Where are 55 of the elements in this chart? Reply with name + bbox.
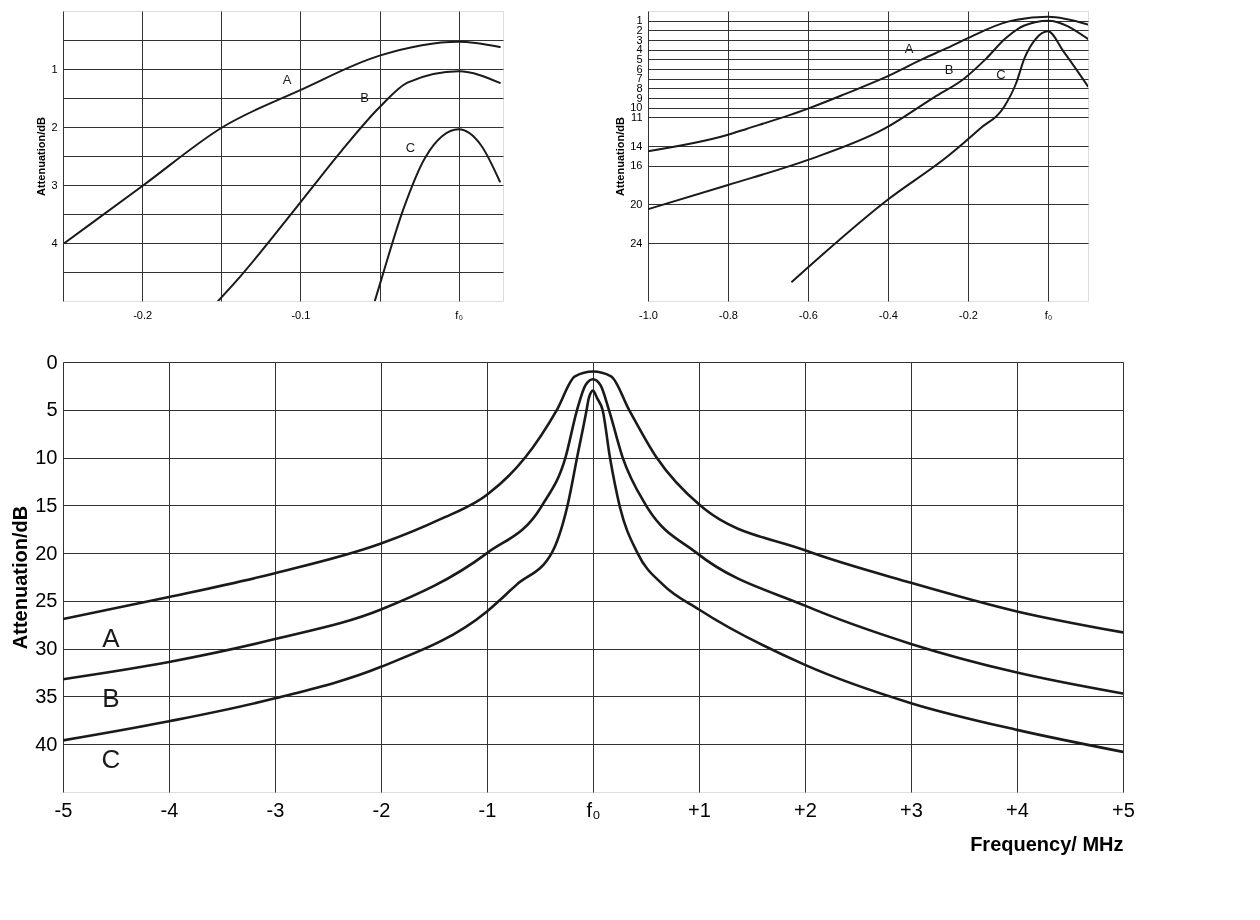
line-series: [648, 19, 1088, 211]
x-tick-label: -0.6: [799, 308, 818, 321]
series-label: C: [405, 140, 416, 156]
x-tick-label: -0.2: [133, 308, 153, 321]
series-label: A: [282, 72, 292, 88]
y-tick-label: 30: [35, 637, 58, 660]
y-tick-label: 24: [630, 236, 643, 249]
x-tick-label: +1: [688, 798, 711, 821]
x-tick-label: -0.8: [719, 308, 738, 321]
y-tick-label: 1: [51, 62, 58, 75]
y-tick-label: 0: [46, 350, 58, 373]
line-series: [63, 40, 501, 244]
x-tick-label: +2: [794, 798, 817, 821]
y-tick-label: 35: [35, 684, 58, 707]
y-tick-label: 5: [46, 398, 58, 421]
y-tick-label: 6: [636, 62, 643, 75]
y-tick-label: 40: [35, 732, 58, 755]
x-tick-label: -1: [478, 798, 497, 821]
x-tick-label: -4: [160, 798, 179, 821]
x-tick-label: -2: [372, 798, 391, 821]
line-series: [373, 128, 501, 301]
y-axis-title: Attenuation/dB: [9, 505, 32, 650]
y-tick-label: 16: [630, 159, 643, 172]
y-tick-label: 20: [630, 197, 643, 210]
series-label: A: [102, 623, 121, 654]
x-tick-label: -0.1: [291, 308, 311, 321]
x-tick-label: +4: [1006, 798, 1029, 821]
y-tick-label: 3: [51, 178, 58, 191]
y-tick-label: 10: [35, 446, 58, 469]
series-label: C: [996, 66, 1006, 82]
y-tick-label: 3: [636, 33, 643, 46]
y-tick-label: 4: [51, 236, 58, 249]
x-tick-label: -1.0: [639, 308, 658, 321]
x-tick-label: -0.2: [959, 308, 978, 321]
x-tick-label: f₀: [455, 308, 463, 321]
y-tick-label: 20: [35, 541, 58, 564]
x-tick-label: +5: [1112, 798, 1135, 821]
x-tick-label: -5: [54, 798, 73, 821]
line-series: [648, 15, 1088, 153]
x-tick-label: +3: [900, 798, 923, 821]
y-tick-label: 2: [51, 120, 58, 133]
x-axis-title: Frequency/ MHz: [970, 832, 1124, 855]
y-tick-label: 9: [636, 91, 643, 104]
x-tick-label: f₀: [586, 798, 601, 821]
x-tick-label: f₀: [1044, 308, 1053, 321]
y-tick-label: 15: [35, 493, 58, 516]
x-tick-label: -3: [266, 798, 285, 821]
series-label: C: [101, 744, 121, 775]
y-tick-label: 25: [35, 589, 58, 612]
y-tick-label: 14: [630, 139, 643, 152]
line-series: [217, 70, 501, 301]
x-tick-label: -0.4: [879, 308, 898, 321]
line-series: [791, 30, 1088, 283]
y-axis-title: Attenuation/dB: [35, 117, 48, 196]
y-axis-title: Attenuation/dB: [614, 117, 627, 196]
